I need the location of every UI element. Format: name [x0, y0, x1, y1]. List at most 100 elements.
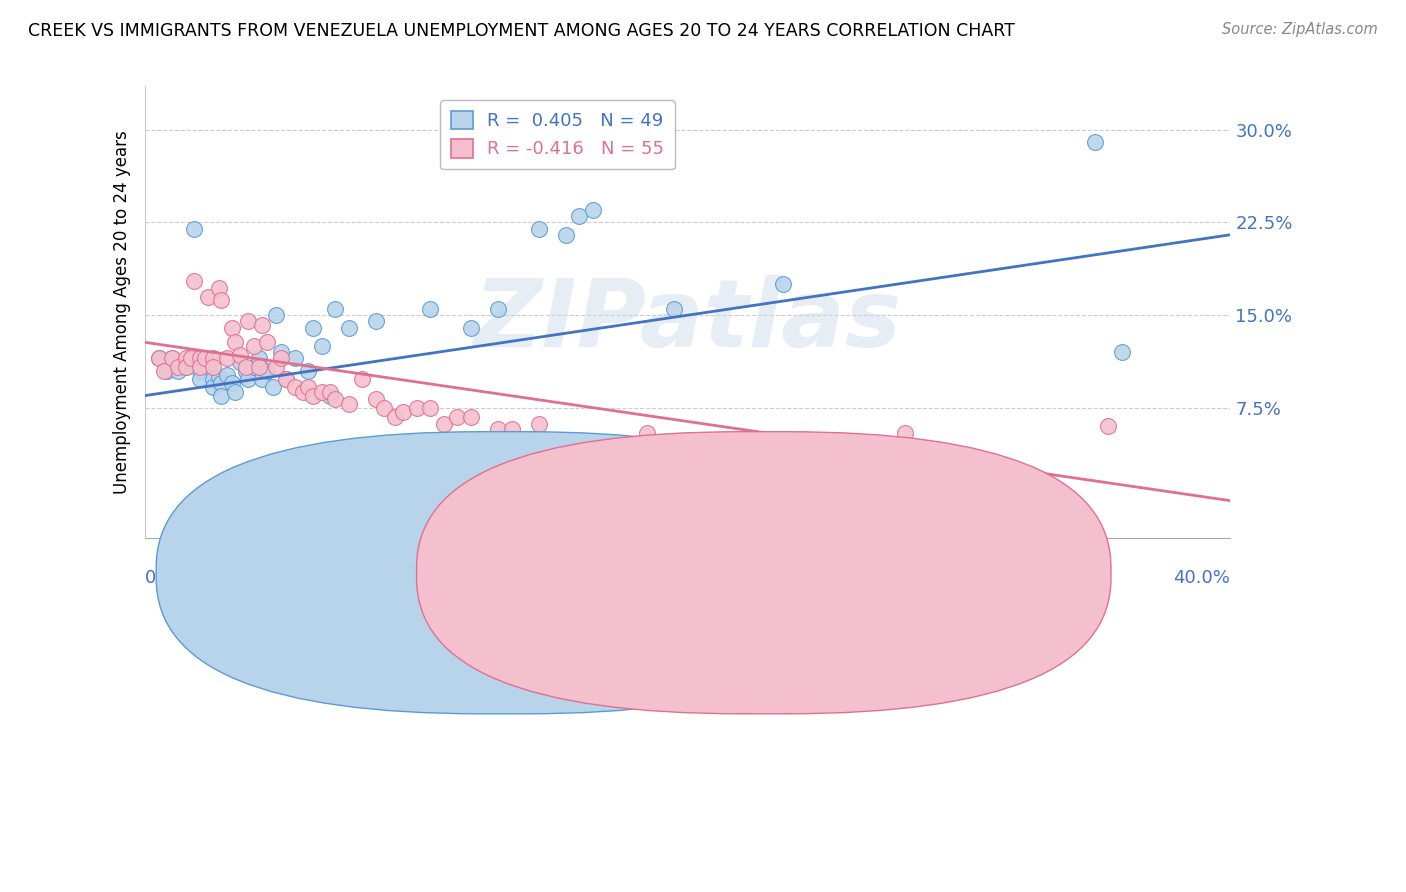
Point — [183, 273, 205, 287]
Point — [153, 364, 176, 378]
Point — [283, 380, 305, 394]
Point — [148, 351, 170, 366]
Point — [202, 380, 225, 394]
Point — [202, 372, 225, 386]
Point — [302, 388, 325, 402]
Point — [235, 364, 257, 378]
Point — [264, 360, 287, 375]
Text: 0.0%: 0.0% — [145, 569, 191, 587]
Point — [162, 351, 184, 366]
Point — [1097, 419, 1119, 434]
Point — [527, 417, 550, 431]
Point — [197, 290, 219, 304]
Point — [323, 392, 346, 407]
Point — [270, 345, 292, 359]
Point — [188, 360, 211, 375]
Point — [1111, 345, 1133, 359]
Point — [405, 401, 427, 415]
Point — [276, 372, 298, 386]
Point — [215, 351, 238, 366]
Text: 40.0%: 40.0% — [1174, 569, 1230, 587]
Legend: R =  0.405   N = 49, R = -0.416   N = 55: R = 0.405 N = 49, R = -0.416 N = 55 — [440, 100, 675, 169]
Point — [202, 360, 225, 375]
Point — [188, 364, 211, 378]
Point — [188, 351, 211, 366]
Point — [297, 380, 319, 394]
Point — [174, 360, 197, 375]
Point — [180, 351, 202, 366]
Point — [302, 320, 325, 334]
Point — [486, 422, 509, 436]
Point — [311, 339, 333, 353]
Point — [235, 360, 257, 375]
Point — [319, 388, 342, 402]
Point — [758, 432, 780, 446]
Point — [894, 425, 917, 440]
Point — [215, 368, 238, 382]
Point — [209, 388, 232, 402]
Point — [364, 314, 387, 328]
Point — [174, 355, 197, 369]
Point — [373, 401, 395, 415]
Point — [419, 401, 441, 415]
Point — [243, 360, 266, 375]
Point — [256, 364, 278, 378]
Point — [392, 404, 415, 418]
Point — [224, 335, 246, 350]
Point — [291, 384, 314, 399]
Point — [174, 351, 197, 366]
Point — [433, 417, 456, 431]
Point — [209, 376, 232, 391]
Text: CREEK VS IMMIGRANTS FROM VENEZUELA UNEMPLOYMENT AMONG AGES 20 TO 24 YEARS CORREL: CREEK VS IMMIGRANTS FROM VENEZUELA UNEMP… — [28, 22, 1015, 40]
FancyBboxPatch shape — [416, 432, 1111, 714]
Point — [194, 351, 217, 366]
Point — [183, 221, 205, 235]
Point — [337, 320, 360, 334]
Point — [311, 384, 333, 399]
Point — [352, 372, 374, 386]
Point — [162, 351, 184, 366]
Text: Creek: Creek — [533, 563, 582, 581]
Point — [224, 384, 246, 399]
Point — [264, 308, 287, 322]
Point — [297, 364, 319, 378]
Point — [238, 314, 260, 328]
Point — [636, 425, 658, 440]
Point — [247, 351, 270, 366]
Point — [772, 277, 794, 292]
Point — [197, 360, 219, 375]
Point — [283, 351, 305, 366]
Point — [167, 360, 190, 375]
Point — [319, 384, 342, 399]
Point — [174, 360, 197, 375]
Point — [229, 355, 252, 369]
Point — [209, 293, 232, 308]
Point — [250, 318, 273, 332]
Point — [276, 372, 298, 386]
Point — [527, 221, 550, 235]
Point — [221, 376, 243, 391]
Point — [460, 320, 482, 334]
Y-axis label: Unemployment Among Ages 20 to 24 years: Unemployment Among Ages 20 to 24 years — [114, 130, 131, 494]
Point — [501, 422, 523, 436]
Point — [323, 301, 346, 316]
Point — [384, 409, 406, 424]
Point — [167, 364, 190, 378]
Point — [486, 301, 509, 316]
Point — [207, 370, 229, 384]
Point — [256, 335, 278, 350]
Point — [243, 339, 266, 353]
Point — [188, 372, 211, 386]
Point — [568, 434, 591, 449]
Point — [247, 360, 270, 375]
Point — [262, 380, 284, 394]
Point — [419, 301, 441, 316]
Point — [229, 348, 252, 362]
Text: Source: ZipAtlas.com: Source: ZipAtlas.com — [1222, 22, 1378, 37]
Point — [364, 392, 387, 407]
Point — [446, 409, 468, 424]
Text: Immigrants from Venezuela: Immigrants from Venezuela — [703, 563, 934, 581]
Point — [337, 397, 360, 411]
Point — [582, 202, 605, 217]
Point — [207, 281, 229, 295]
